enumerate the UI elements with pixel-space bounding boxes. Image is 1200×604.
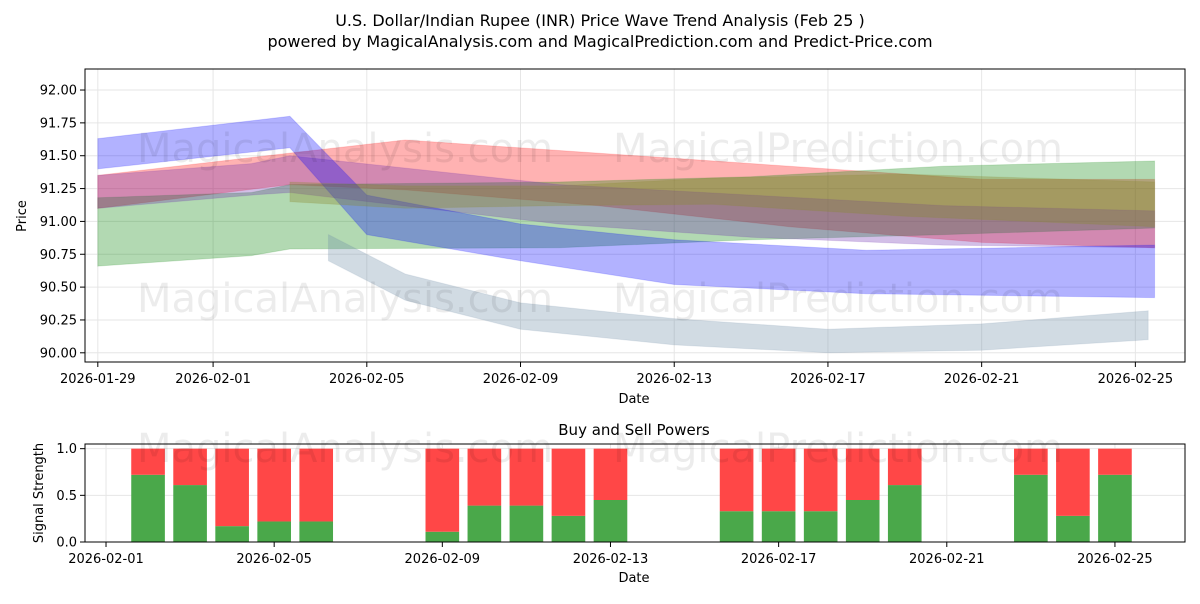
power-ytick-label: 1.0 [56,442,77,457]
price-band [289,173,1156,228]
buy-bar [1098,474,1132,542]
buy-bar [173,485,207,542]
price-ytick-label: 91.75 [40,116,77,131]
price-ytick-label: 91.25 [40,182,77,197]
sell-bar [593,448,628,500]
sell-bar [887,448,922,486]
buy-bar [1056,515,1090,542]
buy-bar [257,521,291,542]
buy-bar [1014,474,1048,542]
buy-bar [131,474,165,542]
sell-bar [803,448,838,512]
price-ytick-label: 90.25 [40,313,77,328]
buy-bar [761,511,796,542]
watermark-prediction-3: MagicalPrediction.com [613,426,1063,472]
price-band [97,139,1156,249]
price-band [97,155,1156,249]
sell-bar [845,448,880,500]
price-ytick-label: 91.50 [40,149,77,164]
power-ytick-label: 0.0 [56,536,77,551]
price-band [97,160,1156,267]
sell-bar [257,448,291,522]
price-ytick-label: 91.00 [40,215,77,230]
watermark-prediction-2: MagicalPrediction.com [613,276,1063,322]
buy-bar [425,531,460,542]
sell-bar [509,448,544,506]
price-grid [85,69,1185,362]
power-xtick-label: 2026-02-17 [741,552,817,567]
price-band [97,115,1156,299]
price-band [327,233,1149,354]
price-ytick-label: 90.00 [40,346,77,361]
watermark-analysis-3: MagicalAnalysis.com [137,426,553,472]
buy-bar [803,511,838,542]
price-xtick-label: 2026-02-09 [483,372,559,387]
sell-bar [215,448,249,527]
sell-bar [467,448,502,506]
sell-bar [1056,448,1090,516]
price-ytick-label: 90.75 [40,248,77,263]
price-xtick-label: 2026-02-17 [790,372,866,387]
buy-bar [467,505,502,542]
power-xtick-label: 2026-02-09 [405,552,481,567]
sell-bar [173,448,207,486]
price-xtick-label: 2026-02-01 [175,372,251,387]
price-bands [97,115,1156,354]
power-bars [131,448,1132,542]
power-ylabel: Signal Strength [32,443,47,543]
power-xlabel: Date [618,571,649,586]
power-chart: Buy and Sell Powers MagicalAnalysis.com … [32,421,1186,586]
sell-bar [761,448,796,512]
watermark-analysis: MagicalAnalysis.com [137,126,553,172]
buy-bar [719,511,754,542]
power-title: Buy and Sell Powers [558,421,710,439]
price-chart: MagicalAnalysis.com MagicalPrediction.co… [15,68,1186,407]
sell-bar [299,448,334,522]
sell-bar [1098,448,1132,475]
buy-bar [509,505,544,542]
chart-title: U.S. Dollar/Indian Rupee (INR) Price Wav… [335,11,865,30]
price-ylabel: Price [15,200,30,232]
power-xtick-label: 2026-02-01 [68,552,144,567]
watermark-analysis-2: MagicalAnalysis.com [137,276,553,322]
price-xtick-label: 2026-02-05 [329,372,405,387]
price-ytick-label: 92.00 [40,84,77,99]
price-axis-ticks: 90.00 90.25 90.50 90.75 91.00 91.25 91.50 91.75… [40,84,1173,387]
buy-bar [887,485,922,542]
chart-subtitle: powered by MagicalAnalysis.com and Magic… [267,32,932,51]
sell-bar [719,448,754,512]
watermark-prediction: MagicalPrediction.com [613,126,1063,172]
sell-bar [551,448,586,516]
price-plot-frame [84,68,1186,363]
power-xtick-label: 2026-02-25 [1077,552,1153,567]
power-plot-frame [84,443,1186,543]
power-xtick-label: 2026-02-05 [236,552,312,567]
buy-bar [593,500,628,542]
power-axis-ticks: 0.0 0.5 1.0 2026-02-01 2026-02-05 2026-02-09 2… [56,442,1152,567]
power-xtick-label: 2026-02-13 [573,552,649,567]
price-xlabel: Date [618,392,649,407]
power-xtick-label: 2026-02-21 [909,552,985,567]
sell-bar [131,448,165,475]
price-xtick-label: 2026-01-29 [60,372,136,387]
buy-bar [215,526,249,542]
sell-bar [1014,448,1048,475]
buy-bar [845,500,880,542]
price-xtick-label: 2026-02-25 [1098,372,1174,387]
price-ytick-label: 90.50 [40,281,77,296]
sell-bar [425,448,460,532]
power-ytick-label: 0.5 [56,489,77,504]
buy-bar [551,515,586,542]
price-xtick-label: 2026-02-13 [636,372,712,387]
price-xtick-label: 2026-02-21 [944,372,1020,387]
buy-bar [299,521,334,542]
